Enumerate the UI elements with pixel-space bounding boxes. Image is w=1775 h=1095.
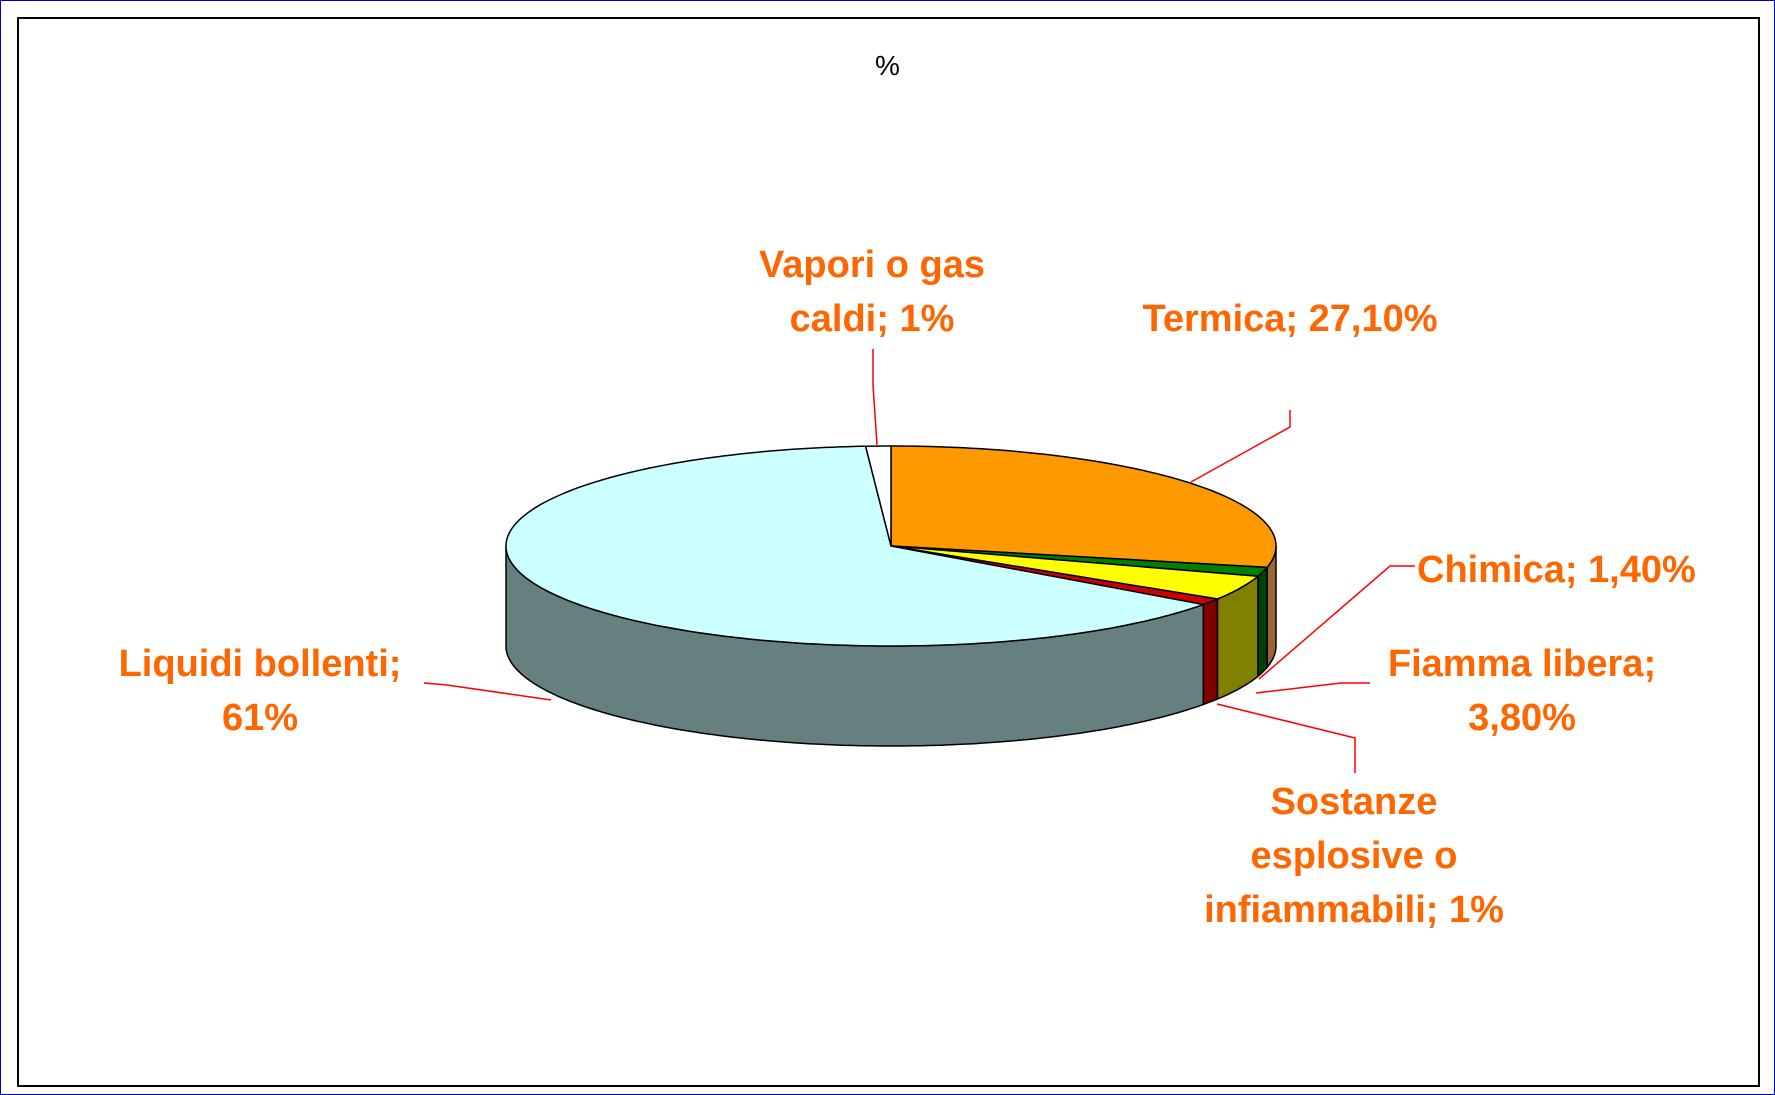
slice [505,445,1207,647]
category-label: Termica; [1142,298,1299,340]
leader-line [1255,682,1370,694]
slice-side [1257,565,1268,678]
data-label: Termica; 27,10% [1130,292,1450,346]
value-label: 1% [899,298,955,340]
leader-line [872,349,878,446]
value-label: 3,80% [1468,697,1576,739]
data-label: Chimica; 1,40% [1417,543,1757,597]
slice-side [1202,597,1219,706]
value-label: 1,40% [1588,549,1696,591]
category-label: Sostanze esplosive o infiammabili; [1204,781,1458,931]
value-label: 27,10% [1308,298,1438,340]
value-label: 1% [1449,889,1504,931]
leader-line [1258,565,1415,680]
leader-line [1190,410,1291,483]
chart-title: % [875,50,900,81]
slice [864,445,892,547]
category-label: Vapori o gas caldi; [759,244,985,340]
data-label: Fiamma libera; 3,80% [1342,637,1702,745]
slice [890,445,1277,569]
data-label: Liquidi bollenti; 61% [80,637,440,745]
category-label: Liquidi bollenti; [118,643,402,685]
category-label: Chimica; [1417,549,1578,591]
value-label: 61% [221,697,299,739]
leader-line [423,682,552,701]
leader-line [1216,703,1356,773]
slice [890,545,1260,600]
data-label: Sostanze esplosive o infiammabili; 1% [1184,775,1524,937]
chart-area [17,17,1760,1087]
data-label: Vapori o gas caldi; 1% [727,238,1017,346]
category-label: Fiamma libera; [1387,643,1657,685]
